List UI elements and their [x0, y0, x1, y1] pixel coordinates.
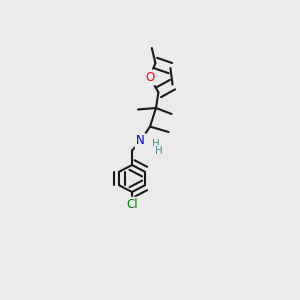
Text: N: N	[136, 134, 145, 148]
Text: Cl: Cl	[126, 198, 138, 211]
Text: H: H	[152, 139, 159, 149]
Text: O: O	[146, 71, 154, 84]
Text: H: H	[154, 146, 162, 157]
